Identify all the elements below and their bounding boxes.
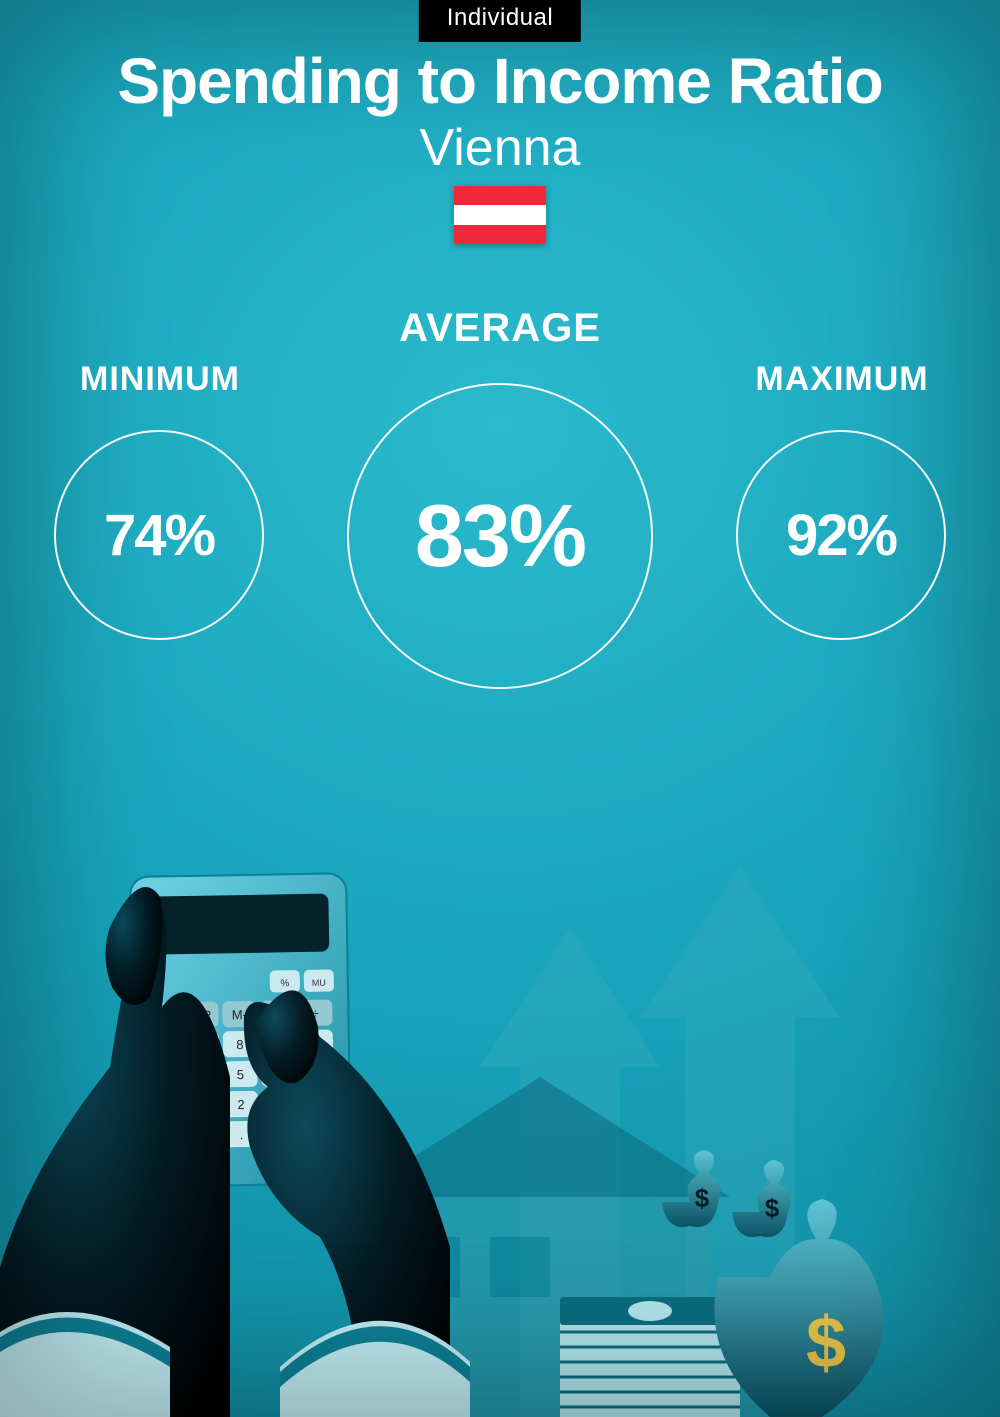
- flag-stripe-1: [454, 186, 546, 205]
- average-circle: 83%: [347, 383, 653, 689]
- flag-stripe-2: [454, 205, 546, 224]
- average-value: 83%: [415, 485, 585, 587]
- category-badge-label: Individual: [447, 4, 553, 31]
- page-title: Spending to Income Ratio: [0, 44, 1000, 118]
- minimum-circle: 74%: [54, 430, 264, 640]
- maximum-circle: 92%: [736, 430, 946, 640]
- average-label: AVERAGE: [0, 306, 1000, 351]
- austria-flag-icon: [454, 186, 546, 244]
- maximum-value: 92%: [786, 502, 896, 569]
- city-subtitle: Vienna: [0, 118, 1000, 178]
- flag-stripe-3: [454, 225, 546, 244]
- maximum-label: MAXIMUM: [692, 360, 992, 399]
- category-badge: Individual: [419, 0, 581, 42]
- minimum-label: MINIMUM: [10, 360, 310, 399]
- minimum-value: 74%: [104, 502, 214, 569]
